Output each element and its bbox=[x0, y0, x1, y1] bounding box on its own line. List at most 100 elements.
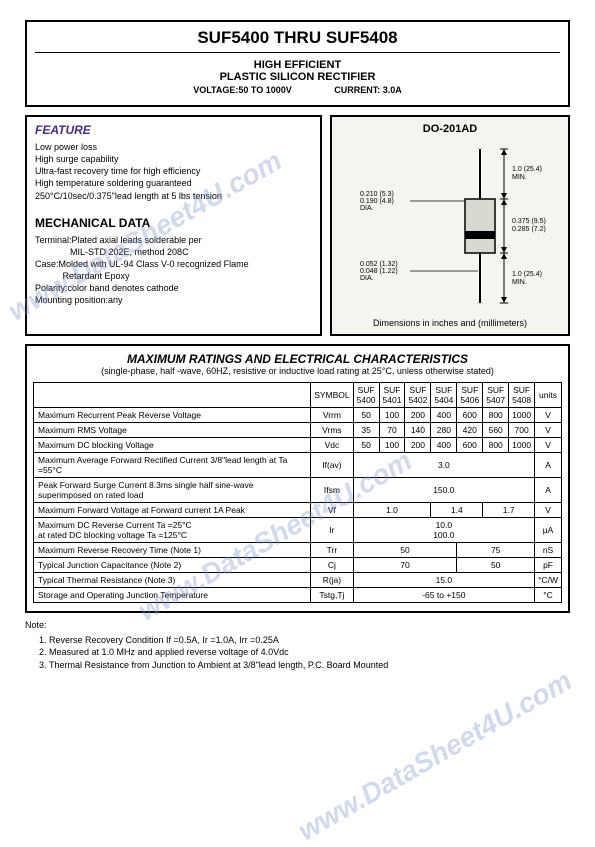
table-header: SUF5400 bbox=[353, 383, 379, 408]
mech-line: MIL-STD 202E, method 208C bbox=[35, 246, 312, 258]
dimension-note: Dimensions in inches and (millimeters) bbox=[340, 318, 560, 328]
param-cell: Maximum DC blocking Voltage bbox=[34, 438, 311, 453]
param-cell: Storage and Operating Junction Temperatu… bbox=[34, 588, 311, 603]
notes-title: Note: bbox=[25, 619, 570, 632]
ratings-table: SYMBOLSUF5400SUF5401SUF5402SUF5404SUF540… bbox=[33, 382, 562, 603]
svg-text:MIN.: MIN. bbox=[512, 279, 527, 286]
unit-cell: V bbox=[535, 503, 562, 518]
param-cell: Maximum Forward Voltage at Forward curre… bbox=[34, 503, 311, 518]
symbol-cell: If(av) bbox=[311, 453, 353, 478]
symbol-cell: Vrms bbox=[311, 423, 353, 438]
unit-cell: °C bbox=[535, 588, 562, 603]
table-row: Maximum RMS VoltageVrms35701402804205607… bbox=[34, 423, 562, 438]
package-box: DO-201AD 1.0 (25.4) MIN. 0.375 (9.5) 0.2… bbox=[330, 115, 570, 336]
svg-text:0.210 (5.3): 0.210 (5.3) bbox=[360, 191, 394, 198]
table-header: SUF5408 bbox=[509, 383, 535, 408]
unit-cell: °C/W bbox=[535, 573, 562, 588]
symbol-cell: Trr bbox=[311, 543, 353, 558]
param-cell: Typical Junction Capacitance (Note 2) bbox=[34, 558, 311, 573]
table-header: SUF5401 bbox=[379, 383, 405, 408]
symbol-cell: Ifsm bbox=[311, 478, 353, 503]
note-item: Reverse Recovery Condition If =0.5A, Ir … bbox=[49, 634, 570, 647]
table-row: Storage and Operating Junction Temperatu… bbox=[34, 588, 562, 603]
unit-cell: V bbox=[535, 438, 562, 453]
unit-cell: µA bbox=[535, 518, 562, 543]
table-row: Typical Junction Capacitance (Note 2)Cj7… bbox=[34, 558, 562, 573]
mech-line: Case:Molded with UL-94 Class V-0 recogni… bbox=[35, 258, 312, 270]
table-header: SUF5402 bbox=[405, 383, 431, 408]
feature-line: Ultra-fast recovery time for high effici… bbox=[35, 165, 312, 177]
symbol-cell: Cj bbox=[311, 558, 353, 573]
table-row: Peak Forward Surge Current 8.3ms single … bbox=[34, 478, 562, 503]
mech-list: Terminal:Plated axial leads solderable p… bbox=[35, 234, 312, 307]
note-item: Thermal Resistance from Junction to Ambi… bbox=[49, 659, 570, 672]
param-cell: Peak Forward Surge Current 8.3ms single … bbox=[34, 478, 311, 503]
param-cell: Maximum Reverse Recovery Time (Note 1) bbox=[34, 543, 311, 558]
unit-cell: A bbox=[535, 478, 562, 503]
subtitle-1: HIGH EFFICIENT bbox=[27, 59, 568, 71]
table-header: units bbox=[535, 383, 562, 408]
svg-text:DIA.: DIA. bbox=[360, 275, 374, 282]
symbol-cell: Vf bbox=[311, 503, 353, 518]
mech-heading: MECHANICAL DATA bbox=[35, 216, 312, 230]
subtitle-2: PLASTIC SILICON RECTIFIER bbox=[27, 71, 568, 83]
table-header: SUF5406 bbox=[457, 383, 483, 408]
notes-list: Reverse Recovery Condition If =0.5A, Ir … bbox=[49, 634, 570, 672]
param-cell: Maximum RMS Voltage bbox=[34, 423, 311, 438]
table-row: Maximum DC blocking VoltageVdc5010020040… bbox=[34, 438, 562, 453]
svg-text:0.375 (9.5): 0.375 (9.5) bbox=[512, 218, 546, 225]
mech-line: Polarity:color band denotes cathode bbox=[35, 282, 312, 294]
svg-text:DIA.: DIA. bbox=[360, 205, 374, 212]
unit-cell: nS bbox=[535, 543, 562, 558]
ratings-subheading: (single-phase, half -wave, 60HZ, resisti… bbox=[33, 366, 562, 376]
watermark: www.DataSheet4U.com bbox=[293, 665, 578, 847]
feature-line: High surge capability bbox=[35, 153, 312, 165]
package-diagram: 1.0 (25.4) MIN. 0.375 (9.5) 0.285 (7.2) … bbox=[340, 141, 560, 311]
ratings-box: MAXIMUM RATINGS AND ELECTRICAL CHARACTER… bbox=[25, 344, 570, 613]
header-box: SUF5400 THRU SUF5408 HIGH EFFICIENT PLAS… bbox=[25, 20, 570, 107]
svg-text:0.052 (1.32): 0.052 (1.32) bbox=[360, 261, 398, 268]
ratings-heading: MAXIMUM RATINGS AND ELECTRICAL CHARACTER… bbox=[33, 352, 562, 366]
svg-text:0.048 (1.22): 0.048 (1.22) bbox=[360, 268, 398, 275]
svg-text:1.0 (25.4): 1.0 (25.4) bbox=[512, 271, 542, 278]
voltage-spec: VOLTAGE:50 TO 1000V bbox=[193, 85, 292, 95]
mech-line: Terminal:Plated axial leads solderable p… bbox=[35, 234, 312, 246]
symbol-cell: Tstg,Tj bbox=[311, 588, 353, 603]
table-row: Maximum Reverse Recovery Time (Note 1)Tr… bbox=[34, 543, 562, 558]
feature-heading: FEATURE bbox=[35, 123, 312, 137]
feature-line: High temperature soldering guaranteed bbox=[35, 177, 312, 189]
unit-cell: pF bbox=[535, 558, 562, 573]
table-row: Maximum Average Forward Rectified Curren… bbox=[34, 453, 562, 478]
param-cell: Maximum Average Forward Rectified Curren… bbox=[34, 453, 311, 478]
unit-cell: A bbox=[535, 453, 562, 478]
unit-cell: V bbox=[535, 423, 562, 438]
svg-text:MIN.: MIN. bbox=[512, 174, 527, 181]
package-label: DO-201AD bbox=[340, 123, 560, 135]
table-header: SUF5404 bbox=[431, 383, 457, 408]
table-header: SYMBOL bbox=[311, 383, 353, 408]
feature-line: 250°C/10sec/0.375"lead length at 5 lbs t… bbox=[35, 190, 312, 202]
symbol-cell: R(ja) bbox=[311, 573, 353, 588]
svg-text:0.190 (4.8): 0.190 (4.8) bbox=[360, 198, 394, 205]
symbol-cell: Vrrm bbox=[311, 408, 353, 423]
current-spec: CURRENT: 3.0A bbox=[334, 85, 402, 95]
feature-box: FEATURE Low power lossHigh surge capabil… bbox=[25, 115, 322, 336]
specs-line: VOLTAGE:50 TO 1000V CURRENT: 3.0A bbox=[27, 85, 568, 95]
mech-line: Mounting position:any bbox=[35, 294, 312, 306]
table-row: Maximum DC Reverse Current Ta =25°C at r… bbox=[34, 518, 562, 543]
param-cell: Typical Thermal Resistance (Note 3) bbox=[34, 573, 311, 588]
symbol-cell: Vdc bbox=[311, 438, 353, 453]
param-cell: Maximum Recurrent Peak Reverse Voltage bbox=[34, 408, 311, 423]
param-cell: Maximum DC Reverse Current Ta =25°C at r… bbox=[34, 518, 311, 543]
table-row: Typical Thermal Resistance (Note 3)R(ja)… bbox=[34, 573, 562, 588]
svg-text:0.285 (7.2): 0.285 (7.2) bbox=[512, 226, 546, 233]
table-header: SUF5407 bbox=[483, 383, 509, 408]
table-row: Maximum Recurrent Peak Reverse VoltageVr… bbox=[34, 408, 562, 423]
table-row: Maximum Forward Voltage at Forward curre… bbox=[34, 503, 562, 518]
dim-top: 1.0 (25.4) bbox=[512, 166, 542, 173]
symbol-cell: Ir bbox=[311, 518, 353, 543]
unit-cell: V bbox=[535, 408, 562, 423]
note-item: Measured at 1.0 MHz and applied reverse … bbox=[49, 646, 570, 659]
feature-list: Low power lossHigh surge capabilityUltra… bbox=[35, 141, 312, 202]
notes-section: Note: Reverse Recovery Condition If =0.5… bbox=[25, 619, 570, 671]
